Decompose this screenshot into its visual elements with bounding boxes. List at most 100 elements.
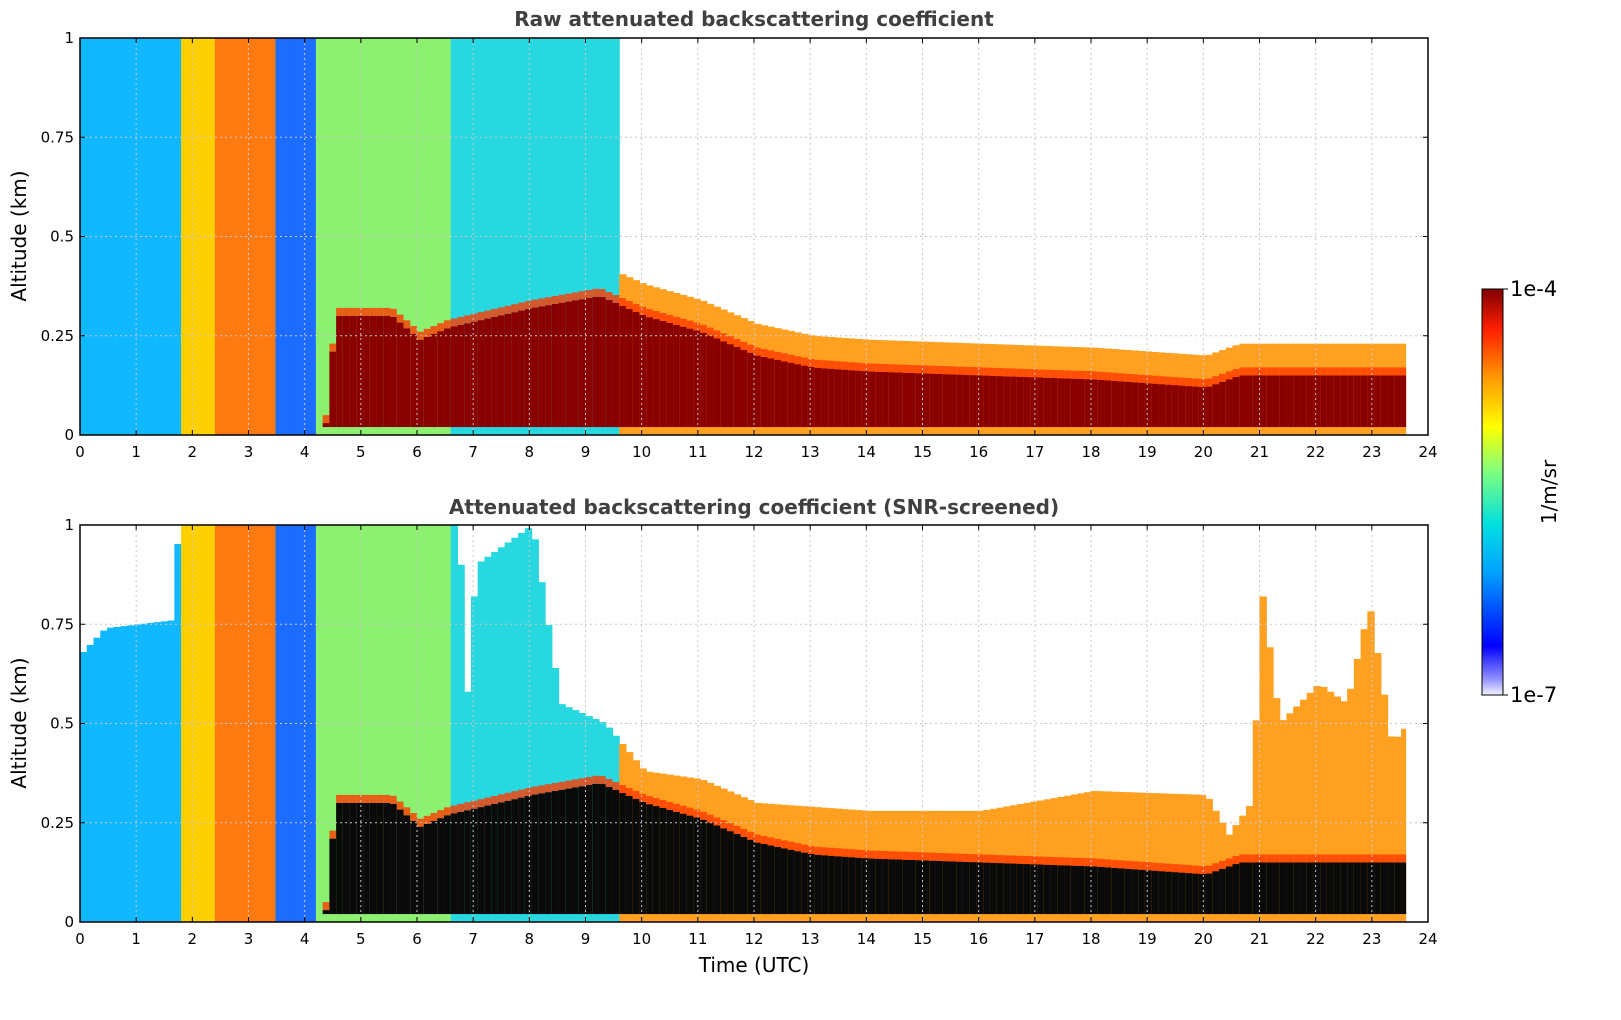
heatmap-layer-cell <box>1030 377 1038 428</box>
heatmap-column <box>430 38 438 435</box>
heatmap-layer-edge <box>855 849 863 858</box>
heatmap-column <box>457 564 465 922</box>
heatmap-column <box>80 652 88 922</box>
heatmap-layer-cell <box>673 324 681 428</box>
heatmap-layer-cell <box>619 792 627 915</box>
heatmap-layer-edge <box>760 349 769 358</box>
heatmap-layer-edge <box>774 351 782 360</box>
heatmap-layer-edge <box>619 297 627 306</box>
heatmap-layer-cell <box>457 324 465 428</box>
heatmap-layer-edge <box>1030 856 1038 865</box>
heatmap-layer-cell <box>518 310 526 428</box>
heatmap-layer-cell <box>882 859 890 915</box>
heatmap-column <box>93 637 101 922</box>
x-tick-label: 10 <box>632 443 651 461</box>
heatmap-column <box>1165 793 1173 922</box>
panel-screened-title: Attenuated backscattering coefficient (S… <box>449 495 1059 519</box>
heatmap-layer-cell <box>558 302 566 428</box>
heatmap-layer-edge <box>996 855 1004 864</box>
heatmap-layer-cell <box>356 802 364 915</box>
heatmap-layer-edge <box>794 843 802 852</box>
heatmap-layer-cell <box>1212 871 1220 915</box>
heatmap-layer-cell <box>1064 865 1072 915</box>
heatmap-layer-cell <box>477 807 485 915</box>
heatmap-layer-edge <box>1144 375 1153 384</box>
heatmap-layer-edge <box>720 820 728 829</box>
heatmap-layer-edge <box>828 847 836 856</box>
heatmap-layer-edge <box>1097 858 1106 867</box>
heatmap-layer-cell <box>363 315 371 428</box>
heatmap-column <box>140 623 148 922</box>
heatmap-layer-cell <box>605 787 614 915</box>
heatmap-layer-cell <box>1259 375 1267 428</box>
heatmap-layer-cell <box>1353 862 1362 915</box>
heatmap-layer-edge <box>727 823 735 832</box>
panel-raw-x-axis: 0 1 2 3 4 5 6 7 8 9 10 11 12 13 14 15 16 17 18 19 20 21 22 23 24 <box>75 38 1438 461</box>
heatmap-layer-edge <box>1185 865 1193 874</box>
x-tick-label: 6 <box>412 443 422 461</box>
heatmap-layer-edge <box>1165 376 1173 385</box>
heatmap-layer-cell <box>1171 872 1180 915</box>
heatmap-layer-cell <box>349 802 357 915</box>
heatmap-layer-cell <box>727 831 735 915</box>
heatmap-layer-cell <box>632 798 641 915</box>
heatmap-layer-edge <box>443 320 452 329</box>
heatmap-layer-edge <box>1117 860 1126 869</box>
x-tick-label: 9 <box>581 930 591 948</box>
heatmap-layer-edge <box>989 854 998 863</box>
heatmap-layer-edge <box>497 794 506 803</box>
heatmap-column <box>545 38 553 435</box>
heatmap-layer-cell <box>1401 862 1407 915</box>
heatmap-column <box>214 525 223 922</box>
heatmap-layer-cell <box>780 361 789 428</box>
heatmap-layer-cell <box>1239 862 1247 915</box>
heatmap-layer-edge <box>625 787 634 796</box>
heatmap-column <box>511 537 519 922</box>
heatmap-layer-cell <box>754 842 762 915</box>
heatmap-layer-edge <box>983 854 991 863</box>
heatmap-layer-edge <box>1111 372 1119 381</box>
heatmap-layer-edge <box>1138 374 1146 383</box>
heatmap-layer-cell <box>1050 377 1058 428</box>
heatmap-layer-cell <box>322 910 330 915</box>
heatmap-layer-cell <box>996 863 1004 915</box>
heatmap-layer-cell <box>1178 872 1186 915</box>
heatmap-layer-cell <box>376 802 384 915</box>
heatmap-layer-edge <box>949 853 957 862</box>
heatmap-layer-cell <box>1374 862 1382 915</box>
heatmap-layer-cell <box>888 372 897 428</box>
heatmap-layer-edge <box>1272 367 1281 376</box>
heatmap-layer-cell <box>1333 375 1341 428</box>
heatmap-layer-edge <box>1347 367 1355 376</box>
heatmap-layer-edge <box>1030 369 1038 378</box>
heatmap-layer-edge <box>545 297 553 306</box>
heatmap-layer-edge <box>1091 371 1099 380</box>
heatmap-layer-edge <box>356 794 364 803</box>
heatmap-layer-edge <box>558 294 566 303</box>
heatmap-layer-edge <box>1219 860 1227 869</box>
heatmap-column <box>403 525 411 922</box>
heatmap-layer-edge <box>935 852 944 861</box>
heatmap-layer-edge <box>1320 367 1328 376</box>
heatmap-layer-edge <box>834 361 843 370</box>
colorbar-unit-label: 1/m/sr <box>1537 459 1561 524</box>
x-tick-label: 15 <box>913 930 932 948</box>
y-tick-label: 0.75 <box>41 615 74 633</box>
heatmap-layer-cell <box>639 314 647 428</box>
heatmap-column <box>100 38 108 435</box>
heatmap-layer-edge <box>1320 854 1328 863</box>
heatmap-layer-cell <box>875 371 883 428</box>
heatmap-column <box>140 38 148 435</box>
heatmap-layer-cell <box>666 322 674 428</box>
heatmap-layer-cell <box>390 316 398 428</box>
heatmap-layer-edge <box>969 367 978 376</box>
heatmap-layer-cell <box>727 344 735 428</box>
heatmap-layer-edge <box>700 811 708 820</box>
heatmap-column <box>1151 793 1159 922</box>
heatmap-layer-cell <box>1037 377 1045 428</box>
heatmap-column <box>248 525 256 922</box>
heatmap-layer-edge <box>585 290 593 299</box>
heatmap-layer-edge <box>1023 369 1031 378</box>
heatmap-layer-cell <box>1144 870 1153 915</box>
heatmap-layer-edge <box>1104 859 1112 868</box>
